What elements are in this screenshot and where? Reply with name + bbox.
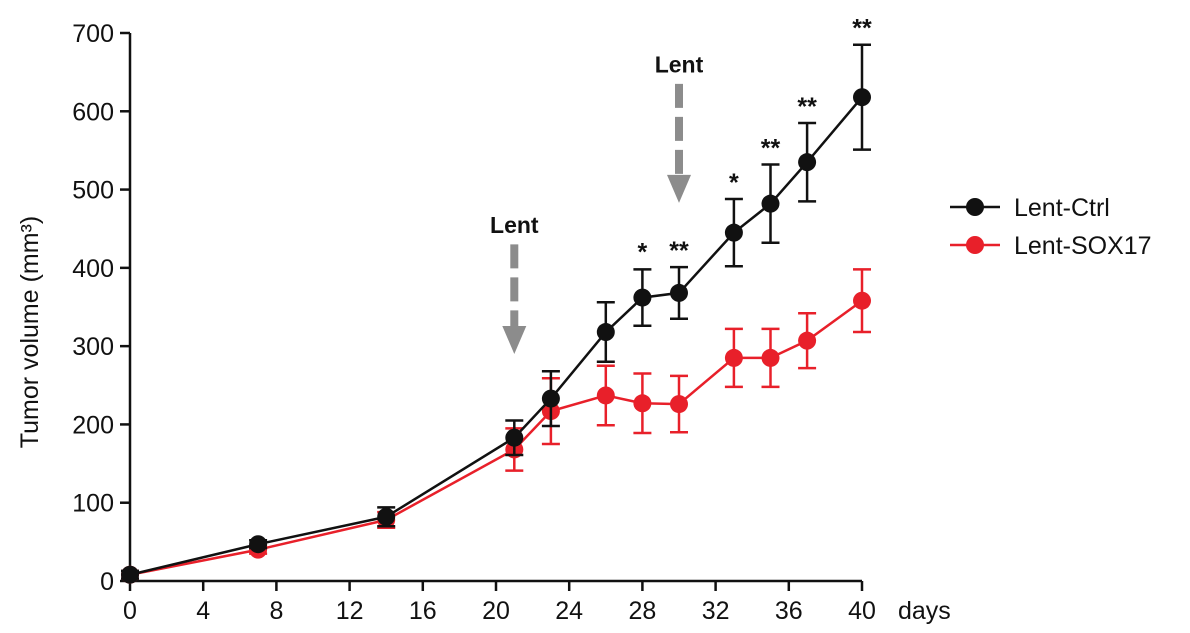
x-tick-label: 24 — [555, 597, 583, 625]
x-tick-label: 12 — [336, 597, 364, 625]
annotation-arrow-head — [667, 174, 691, 203]
data-point — [633, 394, 652, 413]
x-tick-label: 40 — [848, 597, 876, 625]
data-point — [761, 194, 780, 213]
data-point — [596, 386, 615, 405]
x-tick-label: 20 — [482, 597, 510, 625]
x-tick-label: 16 — [409, 597, 437, 625]
data-series — [121, 43, 871, 584]
y-tick-label: 500 — [72, 177, 114, 205]
data-point — [377, 507, 396, 526]
data-point — [798, 153, 817, 172]
series-line — [129, 96, 863, 576]
series-lent-sox17 — [121, 268, 871, 584]
data-point — [853, 88, 871, 107]
data-point — [798, 331, 817, 350]
significance-marker: * — [729, 169, 739, 197]
significance-marker: ** — [761, 135, 781, 163]
x-axis-title: days — [898, 597, 951, 625]
x-tick-label: 36 — [775, 597, 803, 625]
legend-marker — [966, 198, 984, 216]
series-lent-ctrl — [121, 43, 871, 584]
y-tick-label: 200 — [72, 411, 114, 439]
significance-marker: ** — [852, 15, 872, 43]
x-tick-label: 8 — [269, 597, 283, 625]
series-line — [129, 299, 863, 576]
data-point — [761, 348, 780, 367]
data-point — [121, 565, 139, 584]
legend-marker — [966, 236, 984, 254]
y-tick-label: 700 — [72, 20, 114, 48]
y-tick-label: 100 — [72, 490, 114, 518]
annotation-arrow-head — [502, 325, 527, 354]
axes: 0 4 8 12 16 20 24 28 32 36 40010020030040050060070… — [16, 20, 951, 625]
x-tick-label: 28 — [628, 597, 656, 625]
x-tick-label: 32 — [702, 597, 730, 625]
data-point — [633, 288, 652, 307]
legend: Lent-Ctrl Lent-SOX17 — [950, 194, 1152, 260]
x-tick-label: 0 — [123, 597, 137, 625]
annotation-label: Lent — [655, 51, 704, 77]
y-axis-title: Tumor volume (mm³) — [16, 216, 44, 448]
y-tick-label: 400 — [72, 255, 114, 283]
significance-marker: * — [638, 239, 648, 267]
y-tick-label: 300 — [72, 333, 114, 361]
injection-annotations: Lent Lent — [490, 51, 704, 354]
data-point — [249, 535, 268, 554]
significance-marker: ** — [669, 237, 689, 265]
data-point — [670, 283, 688, 302]
data-point — [670, 395, 688, 414]
significance-markers: * ********* — [638, 15, 872, 267]
significance-marker: ** — [797, 93, 817, 121]
legend-label: Lent-SOX17 — [1014, 232, 1152, 260]
y-tick-label: 0 — [100, 568, 114, 596]
data-point — [541, 389, 560, 408]
y-tick-label: 600 — [72, 98, 114, 126]
data-point — [853, 291, 871, 310]
data-point — [724, 223, 743, 242]
annotation-label: Lent — [490, 212, 539, 238]
legend-label: Lent-Ctrl — [1014, 194, 1110, 222]
data-point — [596, 323, 615, 342]
data-point — [724, 348, 743, 367]
x-tick-label: 4 — [196, 597, 210, 625]
data-point — [505, 428, 524, 447]
